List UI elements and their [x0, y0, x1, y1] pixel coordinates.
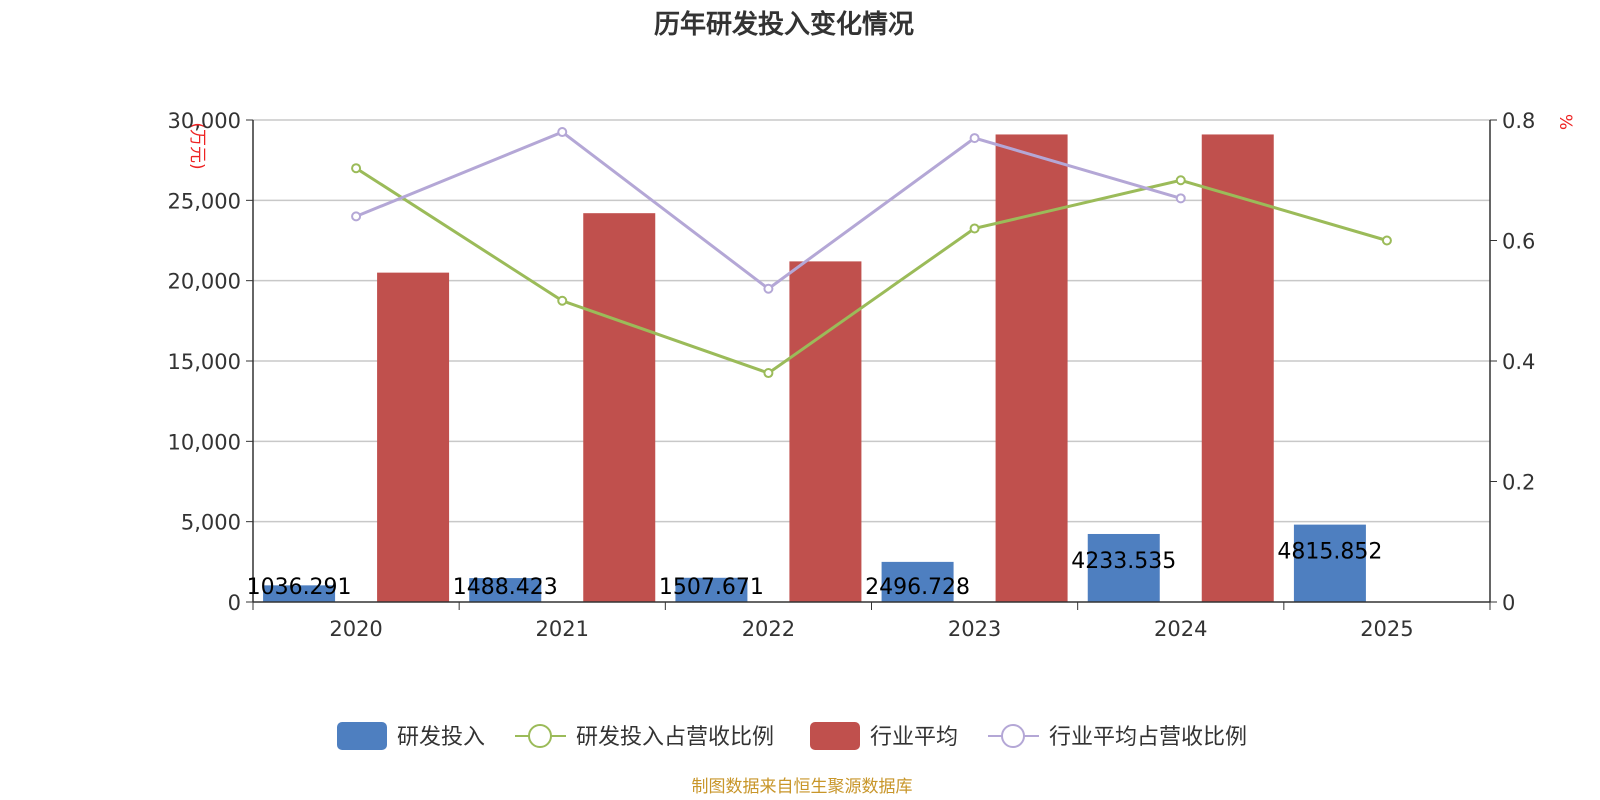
- axis-layer: 0 5,000 10,000 15,000 20,000 25,000 30,000 0 0.2…: [168, 109, 1536, 641]
- data-source-note: 制图数据来自恒生聚源数据库: [692, 777, 913, 797]
- line-rd-ratio: [355, 166, 1388, 375]
- chart-title: 历年研发投入变化情况: [654, 9, 914, 40]
- left-axis-tick-label: 0: [228, 591, 241, 615]
- x-axis-tick-label: 2025: [1360, 617, 1413, 641]
- point-industry-ratio: [969, 133, 980, 144]
- data-label-rd-spend: 4815.852: [1277, 540, 1382, 565]
- point-rd-ratio: [1175, 175, 1186, 186]
- legend-label-industry-ratio: 行业平均占营收比例: [1049, 725, 1247, 750]
- point-industry-ratio: [351, 211, 362, 222]
- x-axis-tick-label: 2022: [742, 617, 795, 641]
- left-axis-tick-label: 30,000: [168, 109, 241, 133]
- bar-industry-avg: [1201, 134, 1274, 602]
- left-axis-tick-label: 10,000: [168, 430, 241, 454]
- legend-label-industry-avg: 行业平均: [870, 725, 958, 750]
- legend-marker-rd-ratio: [528, 724, 552, 748]
- left-axis-tick-label: 5,000: [181, 511, 241, 535]
- legend: 研发投入 研发投入占营收比例 行业平均 行业平均占营收比例: [337, 722, 1247, 750]
- x-axis-tick-label: 2024: [1154, 617, 1207, 641]
- x-axis-tick-label: 2020: [329, 617, 382, 641]
- bar-rd-spend: [675, 577, 748, 602]
- data-label-rd-spend: 2496.728: [865, 575, 970, 600]
- line-layer: [351, 127, 1392, 379]
- label-layer: 1036.291 1488.423 1507.671 2496.728 4233.535…: [247, 540, 1383, 600]
- point-industry-ratio: [557, 127, 568, 138]
- legend-swatch-rd-spend: [337, 722, 387, 750]
- bar-industry-avg: [377, 272, 450, 602]
- right-axis-tick-label: 0.4: [1502, 350, 1535, 374]
- left-axis-unit: (万元): [187, 122, 207, 169]
- left-axis-tick-label: 15,000: [168, 350, 241, 374]
- x-axis-tick-label: 2021: [536, 617, 589, 641]
- point-rd-ratio: [1381, 235, 1392, 246]
- right-axis-tick-label: 0: [1502, 591, 1515, 615]
- legend-label-rd-ratio: 研发投入占营收比例: [576, 725, 774, 750]
- right-axis-unit: %: [1555, 114, 1575, 130]
- point-rd-ratio: [763, 368, 774, 379]
- right-axis-tick-label: 0.6: [1502, 230, 1535, 254]
- left-axis-tick-label: 25,000: [168, 189, 241, 213]
- left-axis-tick-label: 20,000: [168, 270, 241, 294]
- bar-industry-avg: [583, 213, 656, 603]
- data-label-rd-spend: 1488.423: [453, 575, 558, 600]
- bar-industry-avg: [995, 134, 1068, 602]
- bar-rd-spend: [263, 585, 336, 602]
- bar-rd-spend: [1087, 533, 1160, 602]
- data-label-rd-spend: 1507.671: [659, 575, 764, 600]
- point-rd-ratio: [557, 295, 568, 306]
- legend-marker-industry-ratio: [1001, 724, 1025, 748]
- legend-label-rd-spend: 研发投入: [397, 725, 485, 750]
- right-axis-tick-label: 0.2: [1502, 471, 1535, 495]
- point-rd-ratio: [351, 163, 362, 174]
- right-axis-tick-label: 0.8: [1502, 109, 1535, 133]
- point-industry-ratio: [763, 283, 774, 294]
- legend-swatch-industry-avg: [810, 722, 860, 750]
- bar-industry-avg: [789, 261, 862, 602]
- bar-rd-spend: [469, 578, 542, 602]
- grid-layer: [253, 119, 1490, 523]
- point-rd-ratio: [969, 223, 980, 234]
- data-label-rd-spend: 4233.535: [1071, 549, 1176, 574]
- bar-rd-spend: [881, 561, 954, 602]
- data-label-rd-spend: 1036.291: [247, 575, 352, 600]
- x-axis-tick-label: 2023: [948, 617, 1001, 641]
- bar-rd-spend: [1293, 524, 1366, 602]
- bar-layer: [263, 134, 1366, 603]
- point-industry-ratio: [1175, 193, 1186, 204]
